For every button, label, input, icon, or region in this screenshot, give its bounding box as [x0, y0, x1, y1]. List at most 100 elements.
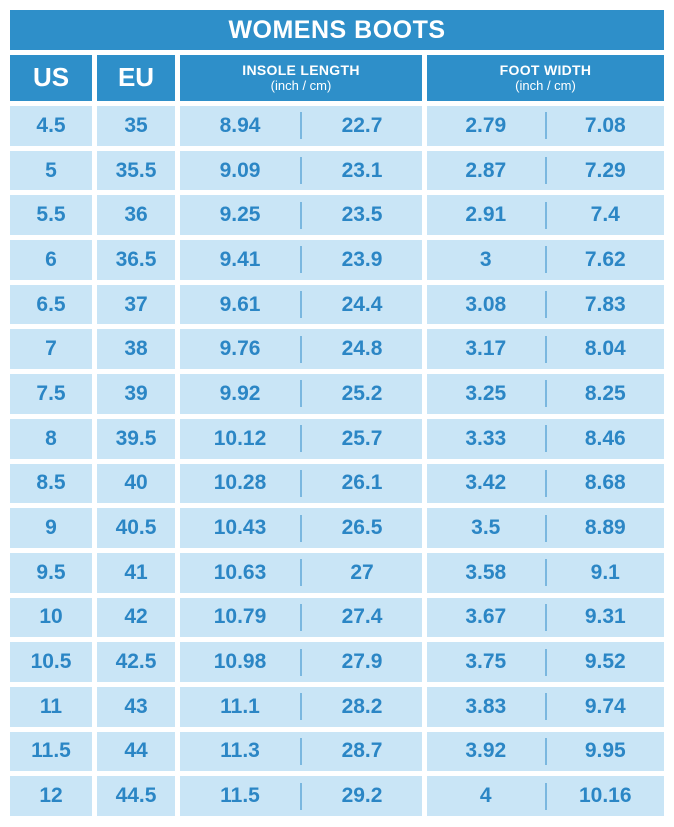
column-header-eu-label: EU	[117, 62, 155, 93]
eu-size-cell: 40	[97, 463, 175, 504]
insole-inch-value: 11.3	[220, 739, 260, 763]
foot-inch-value: 3.58	[465, 560, 507, 584]
foot-width-cell: 3.42 8.68	[427, 463, 664, 504]
insole-inch-value: 10.63	[213, 560, 267, 584]
foot-inch-value: 2.79	[465, 113, 507, 137]
foot-width-cell: 4 10.16	[427, 776, 664, 816]
us-size-cell: 10	[10, 597, 92, 638]
insole-cm-value: 29.2	[341, 784, 383, 808]
eu-size-cell: 43	[97, 686, 175, 727]
foot-inch-value: 3.25	[465, 381, 507, 405]
foot-width-cell: 3.33 8.46	[427, 418, 664, 459]
insole-cm-value: 25.2	[341, 381, 383, 405]
inch-cm-divider	[544, 291, 547, 319]
foot-cm-value: 9.95	[584, 739, 626, 763]
insole-inch-value: 9.41	[219, 247, 261, 271]
insole-length-cell: 10.43 26.5	[180, 508, 422, 548]
insole-length-cell: 10.12 25.7	[180, 418, 422, 459]
column-header-us: US	[10, 55, 92, 101]
foot-width-cell: 3.83 9.74	[427, 686, 664, 727]
insole-cm-value: 27.9	[341, 650, 383, 674]
inch-cm-divider	[300, 157, 302, 185]
foot-inch-value: 3.67	[465, 605, 507, 629]
foot-width-cell: 3.08 7.83	[427, 284, 664, 325]
insole-cm-value: 25.7	[341, 426, 383, 450]
insole-length-cell: 9.76 24.8	[180, 329, 422, 370]
inch-cm-divider	[300, 514, 302, 542]
inch-cm-divider	[300, 291, 302, 319]
inch-cm-divider	[544, 201, 547, 229]
foot-cm-value: 7.08	[584, 113, 626, 137]
foot-cm-value: 9.52	[584, 650, 626, 674]
eu-size-cell: 44	[97, 731, 175, 772]
us-size-cell: 9	[10, 508, 92, 548]
foot-cm-value: 9.1	[590, 560, 620, 584]
insole-inch-value: 9.09	[219, 158, 261, 182]
us-size-cell: 10.5	[10, 642, 92, 682]
column-header-foot-label: FOOT WIDTH	[499, 62, 592, 79]
insole-cm-value: 27	[350, 560, 374, 584]
foot-inch-value: 3.42	[465, 471, 507, 495]
insole-cm-value: 22.7	[341, 113, 383, 137]
inch-cm-divider	[300, 246, 302, 274]
foot-cm-value: 7.62	[584, 247, 626, 271]
eu-size-cell: 36.5	[97, 240, 175, 280]
us-size-cell: 8.5	[10, 463, 92, 504]
foot-cm-value: 8.04	[584, 337, 626, 361]
us-size-cell: 4.5	[10, 106, 92, 146]
insole-inch-value: 9.25	[219, 203, 261, 227]
insole-inch-value: 9.92	[219, 381, 261, 405]
column-header-foot-width: FOOT WIDTH (inch / cm)	[427, 55, 664, 101]
inch-cm-divider	[300, 335, 302, 363]
foot-cm-value: 8.89	[584, 516, 626, 540]
insole-inch-value: 11.1	[220, 694, 260, 718]
insole-inch-value: 9.76	[219, 337, 261, 361]
foot-inch-value: 3.33	[465, 426, 507, 450]
foot-inch-value: 3.08	[465, 292, 507, 316]
inch-cm-divider	[544, 603, 547, 631]
insole-length-cell: 9.92 25.2	[180, 374, 422, 414]
insole-length-cell: 11.5 29.2	[180, 776, 422, 816]
inch-cm-divider	[300, 201, 302, 229]
foot-width-cell: 3.5 8.89	[427, 508, 664, 548]
column-header-foot-units: (inch / cm)	[515, 77, 576, 93]
foot-cm-value: 8.25	[584, 381, 626, 405]
insole-cm-value: 23.5	[341, 203, 383, 227]
column-header-us-label: US	[32, 62, 70, 93]
eu-size-cell: 39	[97, 374, 175, 414]
insole-length-cell: 8.94 22.7	[180, 106, 422, 146]
inch-cm-divider	[544, 559, 547, 587]
eu-size-cell: 37	[97, 284, 175, 325]
chart-title: WOMENS BOOTS	[10, 10, 664, 50]
insole-inch-value: 9.61	[219, 292, 261, 316]
foot-inch-value: 2.87	[465, 158, 507, 182]
foot-inch-value: 3.75	[465, 650, 507, 674]
foot-cm-value: 8.46	[584, 426, 626, 450]
eu-size-cell: 39.5	[97, 418, 175, 459]
foot-width-cell: 3.25 8.25	[427, 374, 664, 414]
insole-inch-value: 10.28	[213, 471, 267, 495]
us-size-cell: 11.5	[10, 731, 92, 772]
insole-length-cell: 9.41 23.9	[180, 240, 422, 280]
foot-width-cell: 2.87 7.29	[427, 150, 664, 191]
inch-cm-divider	[544, 380, 547, 408]
foot-inch-value: 3	[479, 247, 492, 271]
foot-cm-value: 9.74	[584, 694, 626, 718]
column-header-insole-units: (inch / cm)	[270, 77, 332, 93]
foot-inch-value: 3.17	[465, 337, 507, 361]
inch-cm-divider	[300, 648, 302, 676]
insole-inch-value: 10.98	[213, 650, 267, 674]
insole-cm-value: 24.4	[341, 292, 383, 316]
inch-cm-divider	[544, 112, 547, 140]
insole-length-cell: 10.28 26.1	[180, 463, 422, 504]
inch-cm-divider	[544, 157, 547, 185]
foot-inch-value: 3.92	[465, 739, 507, 763]
eu-size-cell: 38	[97, 329, 175, 370]
insole-length-cell: 10.98 27.9	[180, 642, 422, 682]
insole-cm-value: 28.7	[341, 739, 383, 763]
insole-cm-value: 27.4	[341, 605, 383, 629]
foot-cm-value: 7.4	[590, 203, 620, 227]
eu-size-cell: 36	[97, 195, 175, 236]
inch-cm-divider	[300, 469, 302, 497]
column-header-eu: EU	[97, 55, 175, 101]
